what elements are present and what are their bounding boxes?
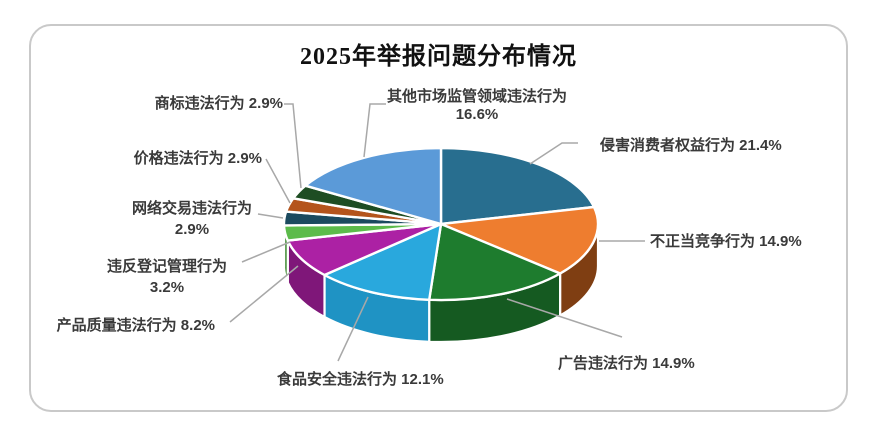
slice-label-6: 网络交易违法行为: [132, 199, 252, 217]
slice-label-pct-9: 16.6%: [456, 106, 499, 123]
leader-line-8: [284, 103, 302, 189]
leader-line-3: [337, 296, 369, 362]
pie-slice-9[interactable]: [304, 146, 443, 226]
leader-line-6: [257, 213, 284, 219]
pie-slice-1[interactable]: [439, 205, 600, 275]
leader-line-2: [506, 298, 623, 338]
slice-label-8: 商标违法行为 2.9%: [155, 94, 283, 112]
pie-slice-0[interactable]: [439, 146, 596, 226]
slice-label-9: 其他市场监管领域违法行为: [387, 87, 567, 105]
leader-line-0: [529, 142, 578, 165]
slice-label-5: 违反登记管理行为: [107, 257, 227, 275]
slice-label-pct-5: 3.2%: [150, 279, 184, 296]
leader-line-7: [265, 158, 291, 204]
leader-line-9: [363, 103, 386, 158]
slice-label-7: 价格违法行为 2.9%: [134, 149, 262, 167]
slice-label-3: 食品安全违法行为 12.1%: [277, 370, 444, 388]
pie-slice-2[interactable]: [428, 222, 562, 302]
slice-label-0: 侵害消费者权益行为 21.4%: [599, 136, 782, 154]
pie-slice-3[interactable]: [323, 222, 443, 301]
leader-line-4: [229, 265, 299, 323]
slice-label-pct-6: 2.9%: [175, 221, 209, 238]
slice-label-4: 产品质量违法行为 8.2%: [57, 316, 215, 334]
slice-label-2: 广告违法行为 14.9%: [558, 354, 695, 372]
leader-line-5: [241, 241, 291, 263]
slice-label-1: 不正当竞争行为 14.9%: [650, 232, 802, 250]
chart-title: 2025年举报问题分布情况: [300, 44, 577, 70]
